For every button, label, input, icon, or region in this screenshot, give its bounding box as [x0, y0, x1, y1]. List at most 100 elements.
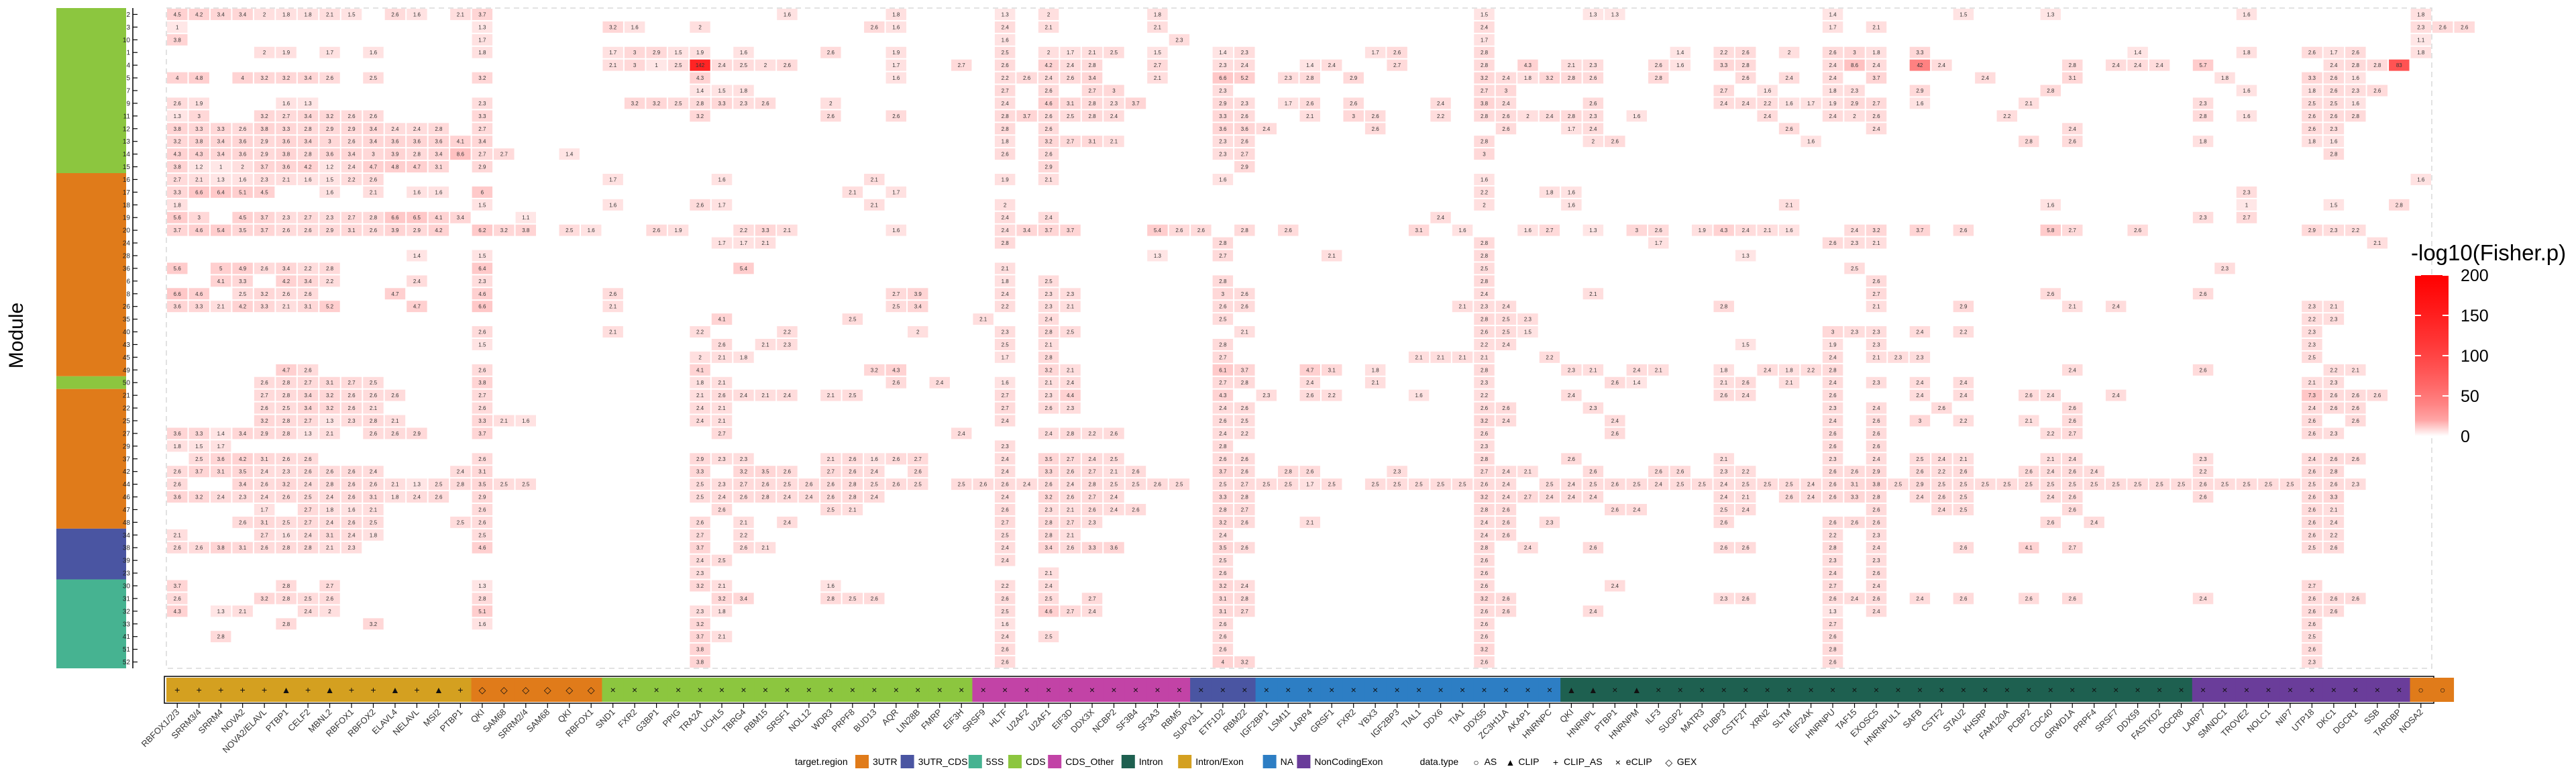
legend-label: 3UTR_CDS [918, 756, 968, 767]
heatmap-cell [1801, 97, 1821, 109]
heatmap-cell [1909, 491, 1931, 503]
cell-value-label: 2.1 [1524, 469, 1532, 475]
heatmap-cell [2302, 415, 2322, 427]
cell-value-label: 1.5 [478, 253, 486, 259]
data-type-glyph: × [1133, 684, 1138, 695]
cell-value-label: 2.6 [2330, 456, 2338, 462]
cell-value-label: 3 [1483, 152, 1486, 158]
cell-value-label: 2.3 [1916, 354, 1924, 360]
heatmap-cell [254, 542, 275, 554]
cell-value-label: 2.4 [1110, 507, 1118, 513]
cell-value-label: 1.4 [1219, 50, 1227, 56]
cell-value-label: 2.6 [1872, 570, 1880, 576]
heatmap-cell [2302, 85, 2322, 97]
heatmap-cell [254, 478, 275, 491]
heatmap-cell [1713, 478, 1734, 491]
heatmap-cell [2345, 110, 2366, 122]
cell-value-label: 2.1 [2069, 304, 2077, 310]
cell-value-label: 2.5 [282, 519, 290, 525]
cell-value-label: 3.5 [761, 469, 769, 475]
cell-value-label: 2.2 [1938, 469, 1946, 475]
heatmap-cell [363, 516, 384, 528]
cell-value-label: 2.6 [370, 227, 378, 234]
heatmap-cell [1474, 72, 1495, 84]
legend-swatch [1121, 755, 1135, 768]
heatmap-cell [733, 491, 754, 503]
heatmap-cell [1670, 466, 1690, 478]
target-region-cell [1734, 678, 1757, 702]
cell-value-label: 1.6 [1481, 176, 1489, 183]
heatmap-cell [472, 516, 493, 528]
data-type-glyph: + [197, 684, 202, 695]
module-group-block [56, 389, 126, 529]
cell-value-label: 3.3 [174, 189, 182, 195]
heatmap-cell [1474, 174, 1495, 185]
heatmap-cell [276, 174, 297, 185]
heatmap-cell [1038, 580, 1059, 592]
cell-value-label: 2.6 [370, 113, 378, 119]
target-region-cell [1800, 678, 1823, 702]
heatmap-cell [341, 504, 362, 515]
heatmap-cell [167, 427, 188, 440]
cell-value-label: 2.3 [2352, 482, 2360, 488]
target-region-cell [928, 678, 951, 702]
cell-value-label: 2.3 [478, 278, 486, 285]
cell-value-label: 2.8 [457, 482, 465, 488]
heatmap-cell [297, 402, 319, 414]
cell-value-label: 2.9 [478, 495, 486, 501]
heatmap-cell [319, 427, 340, 440]
heatmap-cell [2302, 478, 2322, 491]
heatmap-cell [2258, 478, 2279, 491]
heatmap-cell [1605, 9, 1625, 20]
cell-value-label: 1.9 [282, 50, 290, 56]
heatmap-cell [1038, 516, 1059, 528]
colorbar-tick-label: 50 [2461, 387, 2479, 406]
heatmap-cell [908, 478, 928, 491]
heatmap-cell [1561, 123, 1582, 135]
cell-value-label: 2.6 [827, 50, 835, 56]
data-type-glyph: × [2092, 684, 2097, 695]
heatmap-cell [733, 85, 754, 97]
cell-value-label: 2.8 [1306, 75, 1314, 81]
heatmap-cell [1278, 97, 1299, 109]
cell-value-label: 2.5 [1219, 558, 1227, 564]
heatmap-cell [580, 224, 602, 236]
cell-value-label: 2.4 [1938, 456, 1946, 462]
heatmap-cell [1038, 161, 1059, 172]
cell-value-label: 3.4 [370, 139, 378, 145]
cell-value-label: 2.5 [2025, 482, 2033, 488]
heatmap-cell [2323, 72, 2345, 84]
cell-value-label: 2.4 [305, 609, 313, 615]
heatmap-cell [341, 478, 362, 491]
heatmap-cell [254, 161, 275, 172]
heatmap-cell [908, 326, 928, 338]
heatmap-cell [733, 46, 754, 58]
target-region-cell [950, 678, 973, 702]
cell-value-label: 2.5 [305, 495, 313, 501]
target-region-cell [1146, 678, 1169, 702]
cell-value-label: 2.2 [1002, 75, 1010, 81]
cell-value-label: 5.8 [2047, 227, 2055, 234]
heatmap-cell [1561, 364, 1582, 376]
heatmap-cell [1212, 656, 1234, 668]
cell-value-label: 2.6 [2330, 609, 2338, 615]
cell-value-label: 2.4 [1938, 62, 1946, 68]
heatmap-cell [1104, 85, 1124, 97]
heatmap-cell [1060, 301, 1081, 313]
heatmap-cell [1081, 542, 1103, 554]
x-tick-label: DDX3X [1069, 707, 1096, 734]
heatmap-cell [733, 59, 754, 71]
cell-value-label: 2.1 [718, 354, 726, 360]
cell-value-label: 2.1 [1067, 507, 1075, 513]
cell-value-label: 3 [372, 152, 375, 158]
cell-value-label: 2.3 [2330, 380, 2338, 386]
heatmap-cell [232, 542, 253, 554]
data-type-glyph: × [959, 684, 964, 695]
cell-value-label: 2.4 [347, 532, 356, 538]
cell-value-label: 3.6 [413, 139, 421, 145]
heatmap-cell [2323, 85, 2345, 97]
cell-value-label: 3.7 [1872, 75, 1880, 81]
heatmap-cell [2192, 211, 2214, 223]
heatmap-cell [1822, 351, 1843, 363]
cell-value-label: 2.7 [1241, 482, 1249, 488]
